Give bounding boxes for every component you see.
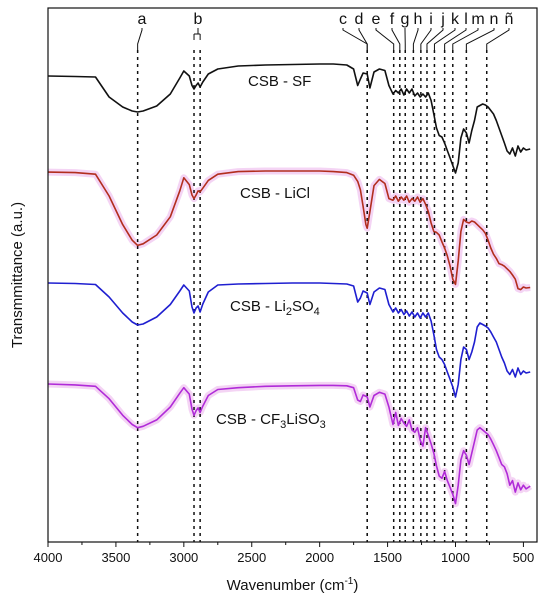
band-marker-j: j (426, 11, 445, 542)
series-label-2: CSB - Li2SO4 (230, 298, 320, 318)
series-lines (47, 63, 531, 505)
band-label-g: g (401, 11, 410, 28)
band-bracket-b (193, 28, 201, 40)
band-leader-a (137, 28, 143, 50)
band-label-a: a (138, 11, 147, 28)
band-leader-d (358, 28, 368, 50)
series-line-1 (47, 170, 531, 291)
x-tick-label-3000: 3000 (169, 550, 198, 565)
band-label-b: b (194, 11, 203, 28)
x-axis-title: Wavenumber (cm-1) (227, 576, 359, 594)
band-marker-m: m (452, 11, 485, 542)
band-marker-k: k (433, 11, 460, 542)
x-tick-label-2000: 2000 (305, 550, 334, 565)
band-leader-n (465, 28, 495, 50)
band-marker-h: h (412, 11, 423, 542)
band-marker-a: a (136, 11, 147, 542)
band-leader-m (452, 28, 479, 50)
band-label-n: n (490, 11, 499, 28)
x-tick-label-1000: 1000 (441, 550, 470, 565)
series-label-1: CSB - LiCl (240, 185, 310, 202)
band-label-l: l (464, 11, 468, 28)
x-tick-label-500: 500 (513, 550, 535, 565)
band-marker-d: d (355, 11, 368, 542)
series-label-3: CSB - CF3LiSO3 (216, 411, 326, 431)
band-label-ñ: ñ (505, 11, 514, 28)
series-line-0 (47, 63, 531, 174)
band-label-e: e (372, 11, 381, 28)
band-marker-c: c (339, 11, 368, 542)
series-line-3 (47, 383, 531, 505)
band-marker-i: i (420, 11, 433, 542)
band-label-c: c (339, 11, 347, 28)
plot-frame (47, 7, 538, 543)
band-label-j: j (440, 11, 445, 28)
x-tick-label-2500: 2500 (237, 550, 266, 565)
band-marker-ñ: ñ (485, 11, 514, 542)
band-marker-e: e (372, 11, 395, 542)
band-label-d: d (355, 11, 364, 28)
band-label-m: m (471, 11, 484, 28)
axes: 4000 3500 3000 2500 2000 1500 1000 500 Wavenumbe… (9, 7, 538, 594)
band-leader-k (433, 28, 456, 50)
series-label-0: CSB - SF (248, 73, 311, 90)
band-label-k: k (451, 11, 460, 28)
band-label-f: f (390, 11, 395, 28)
band-leader-ñ (486, 28, 510, 50)
band-marker-f: f (390, 11, 401, 542)
x-tick-label-4000: 4000 (34, 550, 63, 565)
band-leader-i (420, 28, 432, 50)
band-label-h: h (414, 11, 423, 28)
band-leader-h (412, 28, 419, 50)
x-tick-label-3500: 3500 (101, 550, 130, 565)
band-leader-c (342, 28, 368, 50)
band-label-i: i (429, 11, 433, 28)
band-leader-f (391, 28, 401, 50)
band-marker-g: g (401, 11, 410, 542)
x-tick-label-1500: 1500 (373, 550, 402, 565)
band-marker-n: n (465, 11, 499, 542)
band-marker-l: l (443, 11, 468, 542)
series-labels: CSB - SF CSB - LiCl CSB - Li2SO4 CSB - CF3L… (216, 73, 326, 431)
band-leader-e (375, 28, 395, 50)
band-leader-l (444, 28, 467, 50)
band-leader-j (426, 28, 444, 50)
y-axis-title: Transmmittance (a.u.) (9, 202, 26, 348)
series-line-2 (47, 282, 531, 398)
band-marker-b: b (193, 11, 203, 542)
